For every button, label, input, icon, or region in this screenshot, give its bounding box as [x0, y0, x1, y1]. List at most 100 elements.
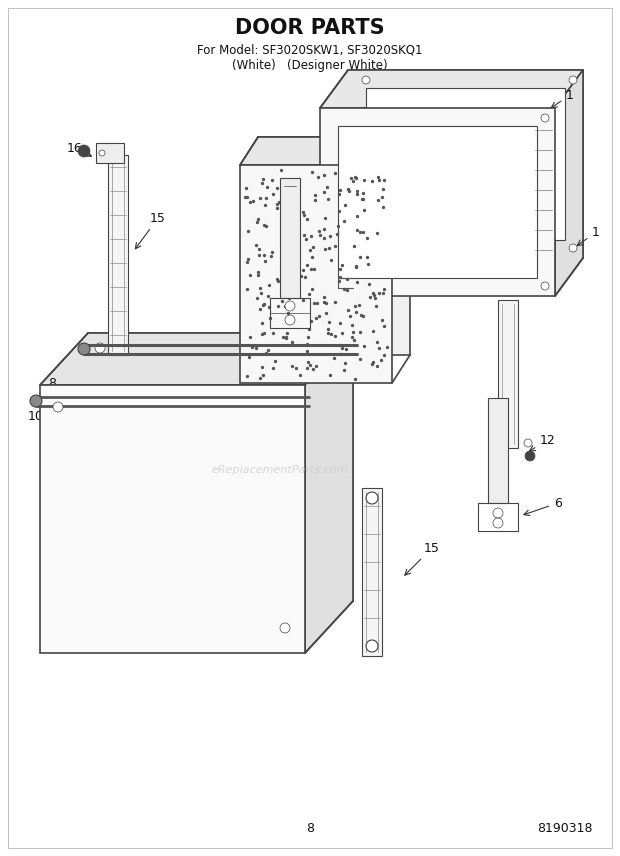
Point: [286, 359, 296, 372]
Circle shape: [569, 76, 577, 84]
Point: [348, 334, 358, 348]
Point: [245, 195, 255, 209]
Point: [372, 226, 382, 240]
Point: [319, 186, 329, 199]
Point: [289, 263, 299, 276]
Polygon shape: [362, 488, 382, 656]
Circle shape: [569, 244, 577, 252]
Point: [373, 336, 383, 349]
Point: [379, 282, 389, 296]
Point: [319, 222, 329, 235]
Point: [281, 300, 291, 313]
Circle shape: [285, 315, 295, 325]
Point: [373, 169, 383, 183]
Point: [332, 228, 342, 241]
Point: [240, 190, 250, 204]
Point: [252, 268, 262, 282]
Point: [356, 308, 366, 322]
Point: [256, 286, 266, 300]
Point: [310, 193, 320, 207]
Point: [369, 288, 379, 302]
Point: [309, 296, 319, 310]
Point: [257, 317, 267, 330]
Point: [252, 211, 262, 225]
Point: [302, 212, 312, 226]
Point: [321, 296, 331, 310]
Point: [283, 306, 293, 320]
Point: [246, 330, 255, 344]
Polygon shape: [108, 155, 128, 355]
Point: [350, 170, 360, 184]
Point: [308, 241, 317, 254]
Point: [299, 229, 309, 242]
Point: [259, 218, 269, 232]
Polygon shape: [498, 300, 518, 448]
Point: [363, 250, 373, 264]
Point: [335, 183, 345, 197]
Point: [290, 199, 300, 212]
Circle shape: [541, 282, 549, 290]
Text: 1: 1: [551, 88, 574, 108]
Point: [265, 300, 275, 314]
Point: [334, 274, 344, 288]
Point: [259, 297, 269, 311]
Point: [302, 344, 312, 358]
Point: [306, 314, 316, 328]
Polygon shape: [88, 333, 353, 601]
Point: [296, 269, 306, 282]
Point: [374, 286, 384, 300]
Point: [364, 277, 374, 291]
Circle shape: [95, 343, 105, 353]
Circle shape: [99, 150, 105, 156]
Point: [352, 187, 361, 200]
Point: [242, 252, 252, 265]
Point: [293, 238, 303, 252]
Point: [352, 259, 361, 273]
Point: [311, 312, 321, 325]
Point: [253, 265, 263, 279]
Point: [372, 359, 382, 372]
Point: [272, 200, 282, 214]
Point: [348, 174, 358, 187]
Point: [284, 183, 294, 197]
Point: [350, 299, 360, 312]
Point: [310, 187, 320, 201]
Point: [242, 255, 252, 269]
Point: [280, 221, 290, 235]
Polygon shape: [320, 108, 555, 296]
Point: [283, 187, 293, 200]
Point: [329, 351, 339, 365]
Point: [326, 328, 336, 342]
Text: (White)   (Designer White): (White) (Designer White): [232, 58, 388, 72]
Point: [379, 318, 389, 332]
Point: [379, 174, 389, 187]
Point: [276, 163, 286, 177]
Point: [347, 171, 356, 185]
Point: [244, 224, 254, 238]
Point: [293, 188, 303, 202]
Point: [373, 193, 383, 207]
Point: [302, 361, 312, 375]
Point: [251, 239, 261, 253]
Point: [294, 287, 304, 300]
Point: [352, 275, 362, 288]
Point: [358, 226, 368, 240]
Point: [334, 338, 344, 352]
Point: [309, 362, 319, 376]
Point: [355, 225, 365, 239]
Point: [347, 318, 356, 332]
Point: [272, 272, 281, 286]
Point: [282, 247, 292, 261]
Point: [306, 262, 316, 276]
Point: [274, 195, 284, 209]
Point: [314, 309, 324, 323]
Point: [309, 262, 319, 276]
Circle shape: [30, 395, 42, 407]
Point: [330, 167, 340, 181]
Point: [298, 205, 308, 218]
Circle shape: [366, 640, 378, 652]
Point: [374, 173, 384, 187]
Point: [252, 291, 262, 305]
Point: [363, 258, 373, 271]
Point: [313, 169, 323, 183]
